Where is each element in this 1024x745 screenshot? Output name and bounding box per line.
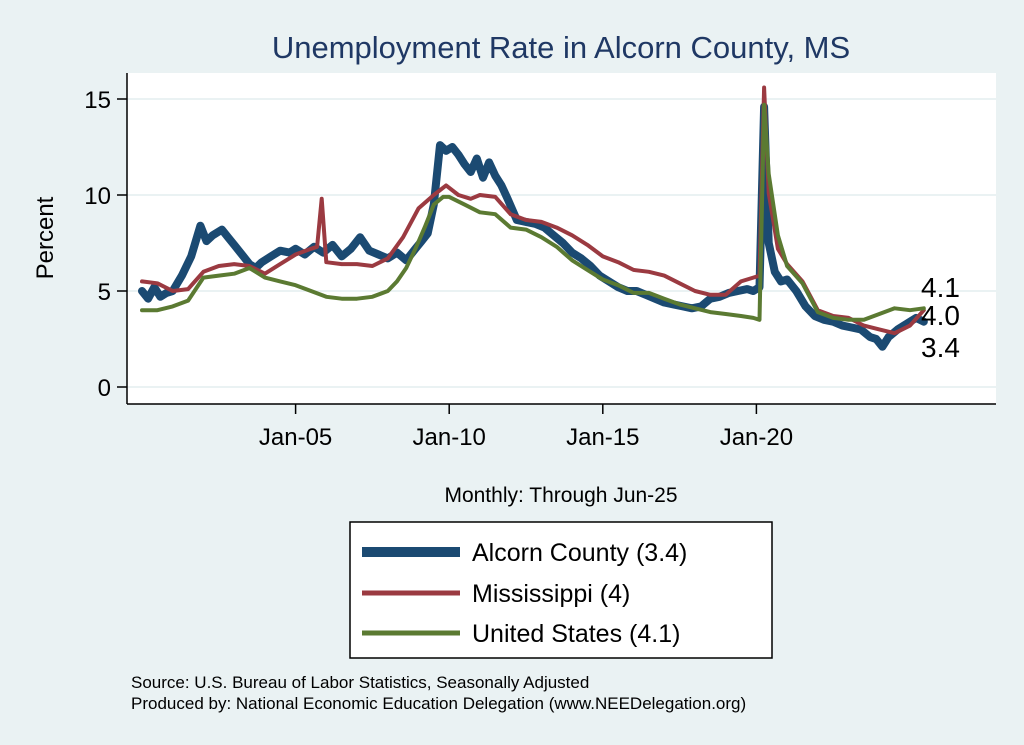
series-lines bbox=[138, 85, 928, 351]
end-label-alcorn-county: 3.4 bbox=[921, 332, 960, 363]
x-axis-label: Monthly: Through Jun-25 bbox=[444, 484, 677, 507]
grid-lines bbox=[127, 98, 996, 388]
produced-by-line: Produced by: National Economic Education… bbox=[131, 694, 746, 713]
x-tick-label-Jan-20: Jan-20 bbox=[720, 424, 793, 451]
x-tick-label-Jan-05: Jan-05 bbox=[259, 424, 332, 451]
series-line-united-states bbox=[140, 102, 926, 322]
legend-label-mississippi: Mississippi (4) bbox=[472, 580, 630, 608]
x-axis-ticks: Jan-05 Jan-10 Jan-15 Jan-20 bbox=[259, 404, 793, 451]
legend-label-alcorn-county: Alcorn County (3.4) bbox=[472, 539, 687, 567]
y-tick-label-0: 0 bbox=[98, 375, 111, 402]
y-tick-label-10: 10 bbox=[84, 183, 111, 210]
source-line: Source: U.S. Bureau of Labor Statistics,… bbox=[131, 673, 589, 692]
chart-title: Unemployment Rate in Alcorn County, MS bbox=[272, 30, 850, 65]
y-tick-label-5: 5 bbox=[98, 279, 111, 306]
y-axis-ticks: 0 5 10 15 bbox=[84, 87, 127, 402]
end-label-mississippi: 4.0 bbox=[921, 300, 960, 331]
series-line-alcorn-county bbox=[138, 102, 928, 351]
legend: Alcorn County (3.4) Mississippi (4) Unit… bbox=[349, 521, 773, 659]
y-axis-label: Percent bbox=[32, 196, 59, 279]
x-tick-label-Jan-10: Jan-10 bbox=[413, 424, 486, 451]
end-label-united-states: 4.1 bbox=[921, 272, 960, 303]
y-tick-label-15: 15 bbox=[84, 87, 111, 114]
legend-label-united-states: United States (4.1) bbox=[472, 620, 680, 648]
x-tick-label-Jan-15: Jan-15 bbox=[566, 424, 639, 451]
